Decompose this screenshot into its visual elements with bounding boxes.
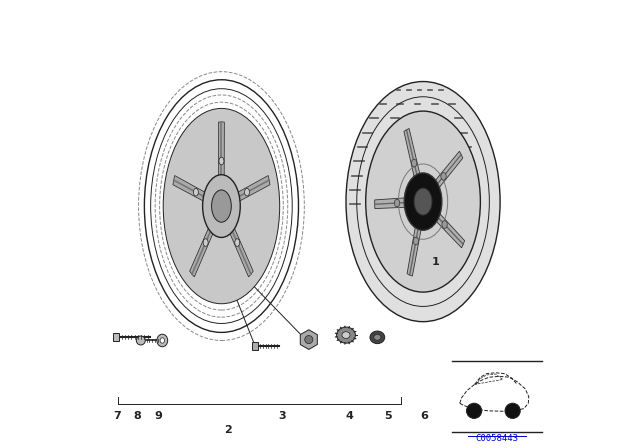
Polygon shape xyxy=(407,220,422,276)
Text: 7: 7 xyxy=(113,411,121,421)
Ellipse shape xyxy=(441,172,446,180)
Ellipse shape xyxy=(160,338,164,343)
FancyBboxPatch shape xyxy=(252,342,258,350)
Polygon shape xyxy=(227,223,253,277)
Circle shape xyxy=(505,403,520,418)
Text: 6: 6 xyxy=(420,411,428,421)
Text: 2: 2 xyxy=(224,425,232,435)
Circle shape xyxy=(305,336,313,344)
Ellipse shape xyxy=(203,239,208,246)
Polygon shape xyxy=(300,330,317,349)
Ellipse shape xyxy=(337,327,355,343)
Text: 3: 3 xyxy=(278,411,285,421)
Ellipse shape xyxy=(163,108,280,304)
Polygon shape xyxy=(432,209,465,248)
Circle shape xyxy=(467,403,482,418)
Ellipse shape xyxy=(212,190,231,222)
Text: 1: 1 xyxy=(431,257,439,267)
Ellipse shape xyxy=(219,157,224,165)
Circle shape xyxy=(136,336,145,345)
Polygon shape xyxy=(218,122,225,182)
Ellipse shape xyxy=(404,173,442,230)
Ellipse shape xyxy=(342,332,350,339)
Text: 5: 5 xyxy=(384,411,392,421)
Ellipse shape xyxy=(442,221,447,228)
Ellipse shape xyxy=(346,82,500,322)
Ellipse shape xyxy=(203,175,240,237)
Polygon shape xyxy=(374,198,410,209)
Ellipse shape xyxy=(365,111,481,292)
FancyBboxPatch shape xyxy=(113,333,119,341)
Polygon shape xyxy=(173,176,209,203)
Ellipse shape xyxy=(157,334,168,347)
Ellipse shape xyxy=(235,239,240,246)
Ellipse shape xyxy=(412,159,417,167)
Ellipse shape xyxy=(193,188,198,196)
Polygon shape xyxy=(234,176,270,203)
Polygon shape xyxy=(431,151,463,193)
Text: C0058443: C0058443 xyxy=(476,434,518,443)
Ellipse shape xyxy=(394,199,400,207)
Text: 4: 4 xyxy=(345,411,353,421)
Ellipse shape xyxy=(413,237,419,245)
Ellipse shape xyxy=(370,331,385,344)
Text: 8: 8 xyxy=(134,411,141,421)
Ellipse shape xyxy=(414,188,432,215)
Text: 9: 9 xyxy=(154,411,162,421)
Ellipse shape xyxy=(244,188,250,196)
Ellipse shape xyxy=(374,334,381,340)
Polygon shape xyxy=(404,129,421,184)
Polygon shape xyxy=(189,223,216,277)
